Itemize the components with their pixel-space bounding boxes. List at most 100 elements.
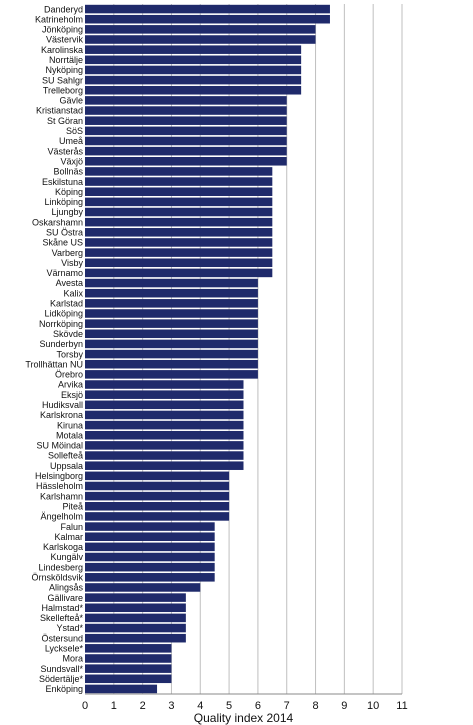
bar [85,380,244,389]
category-label: Örnsköldsvik [31,573,83,583]
x-tick-label: 9 [341,700,347,712]
bar [85,258,273,268]
bar [85,410,244,420]
category-label: Jönköping [42,25,83,35]
category-label: SU Östra [46,228,83,238]
bar [85,349,258,359]
category-label: Kalmar [54,532,83,542]
bar [85,217,273,227]
bar [85,309,258,318]
x-tick-label: 6 [255,700,261,712]
bar [85,126,287,136]
category-label: Piteå [62,501,83,511]
bar [85,441,244,450]
category-label: Falun [60,522,83,532]
category-label: Trollhättan NU [25,359,83,369]
bar [85,96,287,105]
bar [85,633,186,643]
x-tick-label: 7 [284,700,290,712]
category-label: Motala [56,430,83,440]
category-label: SöS [66,126,83,136]
category-label: Kalix [63,288,83,298]
bar [85,593,186,602]
category-label: Skellefteå* [40,613,84,623]
x-tick-label: 8 [312,700,318,712]
category-label: Sundsvall* [40,664,83,674]
bar [85,461,244,470]
x-tick-label: 2 [140,700,146,712]
bar [85,674,172,684]
bar [85,552,215,562]
category-label: Hudiksvall [42,400,83,410]
bar [85,14,330,24]
bar [85,106,287,115]
category-label: Alingsås [49,583,84,593]
category-label: SU Möindal [36,441,83,451]
category-label: Eksjö [61,390,83,400]
x-tick-label: 0 [82,700,88,712]
bar [85,146,287,156]
category-label: Värnamo [46,268,83,278]
bar [85,613,186,623]
category-label: Skåne US [42,238,83,248]
bar [85,238,273,247]
bar [85,400,244,410]
category-label: Köping [55,187,83,197]
category-label: Sollefteå [48,451,83,461]
bar [85,299,258,308]
bar [85,65,302,75]
bar [85,35,316,44]
bar [85,370,258,379]
x-tick-label: 4 [197,700,203,712]
category-label: Norrtälje [49,55,83,65]
bar [85,228,273,237]
bar [85,45,302,54]
x-tick-labels: 0 1 2 3 4 5 6 7 8 9 10 11 [82,700,408,712]
bar [85,512,230,521]
category-label: Helsingborg [35,471,83,481]
category-label: Karlstad [50,299,83,309]
bar [85,359,258,369]
bar [85,522,215,531]
bar [85,390,244,399]
category-label: Danderyd [44,4,83,14]
bar [85,502,230,511]
category-label: Karlskoga [43,542,83,552]
category-label: Trelleborg [43,85,83,95]
category-label: St Göran [47,116,83,126]
category-label: Katrineholm [35,14,83,24]
category-label: Oskarshamn [32,217,83,227]
bar [85,451,244,460]
bar [85,532,215,541]
bar [85,471,230,481]
category-label: Östersund [41,633,83,643]
bar [85,430,244,440]
category-labels: DanderydKatrineholmJönköpingVästervikKar… [25,4,83,694]
bar [85,623,186,633]
category-label: Linköping [44,197,83,207]
category-label: Uppsala [50,461,83,471]
bar [85,542,215,552]
bar [85,491,230,501]
category-label: Ängelholm [40,512,83,522]
bar [85,157,287,166]
bar [85,207,273,217]
category-label: Örebro [55,370,83,380]
bar [85,75,302,85]
category-label: Skövde [53,329,83,339]
category-label: Varberg [52,248,83,258]
bar [85,116,287,125]
bar [85,573,215,582]
category-label: Umeå [59,136,83,146]
x-tick-label: 1 [111,700,117,712]
bar [85,4,330,14]
bar [85,684,158,694]
bar [85,644,172,653]
x-tick-label: 3 [168,700,174,712]
category-label: Eskilstuna [42,177,83,187]
category-label: Kiruna [57,420,83,430]
category-label: SU Sahlgr [42,75,83,85]
category-label: Halmstad* [41,603,83,613]
category-label: Lidköping [44,309,83,319]
